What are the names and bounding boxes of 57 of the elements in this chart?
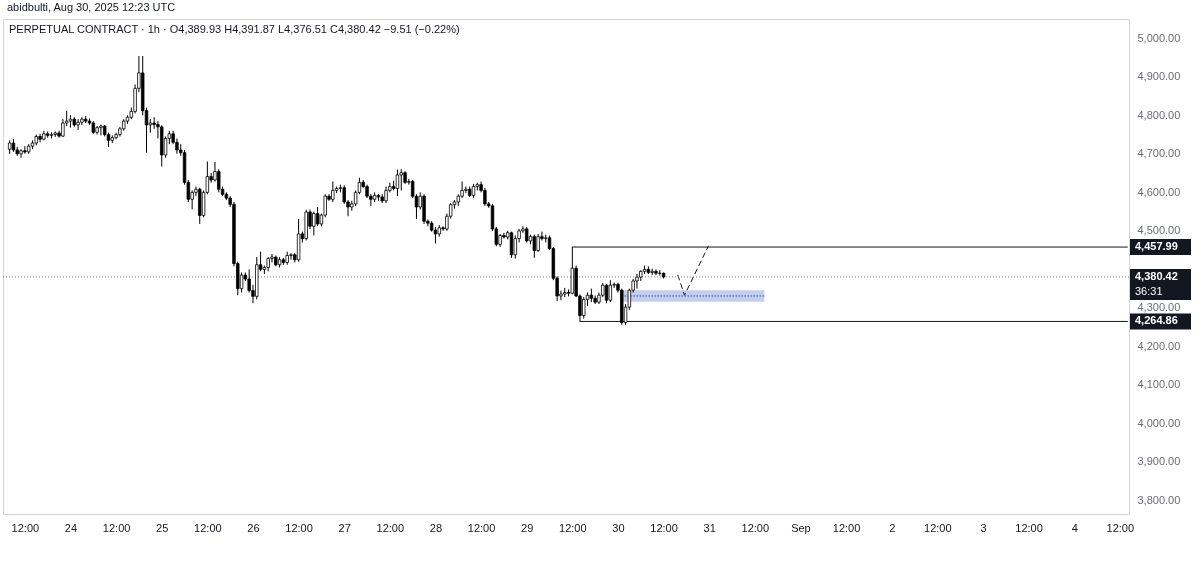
candlestick <box>635 273 639 290</box>
candlestick <box>536 233 540 253</box>
series-label: 4,264.86 <box>1135 314 1178 327</box>
candlestick <box>289 252 293 261</box>
x-tick-label: 26 <box>247 521 260 534</box>
candlestick <box>312 211 316 236</box>
candlestick <box>23 145 27 155</box>
y-tick-label: 4,800.00 <box>1137 108 1181 121</box>
series-label: 4,457.99 <box>1135 240 1178 253</box>
candlestick <box>19 148 23 159</box>
x-tick-label: 12:00 <box>924 521 952 534</box>
y-tick-label: 3,800.00 <box>1137 494 1181 507</box>
x-tick-label: 12:00 <box>102 521 131 534</box>
y-tick-label: 4,700.00 <box>1137 147 1181 160</box>
y-tick-label: 4,600.00 <box>1137 185 1181 198</box>
y-tick-label: 5,000.00 <box>1137 31 1181 44</box>
y-tick-label: 4,500.00 <box>1137 224 1181 237</box>
candlestick <box>80 116 84 126</box>
y-tick-label: 4,300.00 <box>1137 301 1181 314</box>
x-tick-label: Sep <box>791 521 811 534</box>
x-tick-label: 25 <box>156 521 169 534</box>
x-tick-label: 12:00 <box>1106 521 1135 534</box>
x-tick-label: 12:00 <box>650 521 678 534</box>
x-tick-label: 27 <box>338 521 351 534</box>
x-tick-label: 12:00 <box>11 521 40 534</box>
x-tick-label: 12:00 <box>832 521 861 534</box>
y-tick-label: 4,000.00 <box>1137 416 1181 429</box>
text: 36:31 <box>1135 284 1163 297</box>
x-tick-label: 12:00 <box>467 521 496 534</box>
x-tick-label: 4 <box>1071 521 1078 534</box>
ref-line-label: 4,380.42 <box>1135 269 1178 282</box>
x-tick-label: 12:00 <box>285 521 313 534</box>
candlestick <box>331 181 335 203</box>
candlestick <box>464 186 468 194</box>
candlestick <box>654 268 658 276</box>
y-tick-label: 4,200.00 <box>1137 339 1181 352</box>
x-tick-label: 29 <box>521 521 534 534</box>
x-tick-label: 12:00 <box>194 521 222 534</box>
y-tick-label: 4,900.00 <box>1137 70 1181 83</box>
candlestick <box>38 133 42 143</box>
chart-title: PERPETUAL CONTRACT · 1h · O4,389.93 H4,391.87 L4,376.51 C4,380.42 −9.51 (−0.22%) <box>9 23 460 35</box>
y-tick-label: 4,100.00 <box>1137 378 1181 391</box>
y-tick-label: 3,900.00 <box>1137 455 1181 468</box>
x-tick-label: 28 <box>429 521 443 534</box>
x-tick-label: 12:00 <box>741 521 770 534</box>
x-tick-label: 3 <box>980 521 987 534</box>
candlestick <box>99 124 103 136</box>
x-tick-label: 12:00 <box>559 521 587 534</box>
x-tick-label: 24 <box>64 521 78 534</box>
x-tick-label: 2 <box>889 521 896 534</box>
candlestick <box>582 296 586 320</box>
x-tick-label: 31 <box>703 521 716 534</box>
x-tick-label: 30 <box>612 521 625 534</box>
x-tick-label: 12:00 <box>1015 521 1043 534</box>
x-tick-label: 12:00 <box>376 521 405 534</box>
text: abidbulti, Aug 30, 2025 12:23 UTC <box>7 1 176 13</box>
candlestick <box>76 118 80 131</box>
